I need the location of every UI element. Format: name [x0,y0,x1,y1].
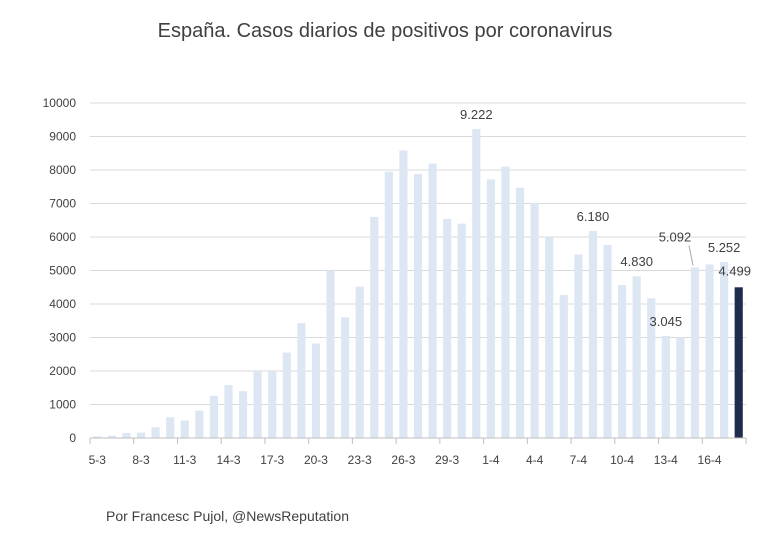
bar-14-4 [676,337,685,438]
bar-19-3 [297,323,306,438]
data-labels: 9.222 6.180 4.830 3.045 5.092 5.252 4.499 [460,107,751,329]
y-tick-label: 0 [69,431,76,445]
bar-8-4 [588,230,598,438]
data-label: 4.830 [620,254,653,269]
bar-31-3 [472,129,481,439]
x-tick-label: 16-4 [698,453,722,467]
y-tick-label: 7000 [49,197,76,211]
source-credit: Por Francesc Pujol, @NewsReputation [106,508,349,524]
bar-21-3 [326,270,335,438]
bar-15-4 [690,267,700,438]
y-tick-label: 6000 [49,230,76,244]
bar-12-4 [647,298,656,438]
y-axis: 0 1000 2000 3000 4000 5000 6000 7000 8000 9000 100… [43,96,77,445]
x-tick-label: 26-3 [391,453,415,467]
bar-30-3 [457,223,466,438]
x-tick-label: 23-3 [348,453,372,467]
leader-line [688,245,694,266]
bar-6-4 [559,294,568,438]
y-tick-label: 2000 [49,364,76,378]
data-label: 5.252 [708,240,741,255]
bar-26-3 [399,150,408,438]
y-tick-label: 3000 [49,331,76,345]
x-tick-label: 8-3 [132,453,150,467]
bar-10-4 [618,284,627,438]
bar-9-4 [603,245,612,438]
x-tick-label: 20-3 [304,453,328,467]
bar-13-3 [209,395,218,438]
bar-17-4 [720,262,729,438]
data-label: 5.092 [659,229,692,244]
bar-11-3 [180,420,189,438]
bar-10-3 [166,417,175,438]
y-tick-label: 1000 [49,398,76,412]
data-label: 3.045 [650,314,683,329]
bar-1-4 [486,179,495,438]
x-tick-label: 5-3 [89,453,107,467]
bar-5-4 [545,236,554,438]
bar-27-3 [413,174,423,438]
bar-15-3 [238,391,248,438]
y-tick-label: 4000 [49,297,76,311]
x-tick-label: 13-4 [654,453,678,467]
bar-17-3 [268,371,277,438]
bar-25-3 [384,171,393,439]
bars [93,129,743,439]
bar-11-4 [632,276,641,438]
y-tick-label: 9000 [49,130,76,144]
x-tick-label: 4-4 [526,453,544,467]
y-tick-label: 10000 [43,96,77,110]
y-tick-label: 5000 [49,264,76,278]
x-tick-label: 10-4 [610,453,634,467]
x-tick-label: 1-4 [482,453,500,467]
bar-29-3 [443,218,452,438]
bar-12-3 [195,410,204,438]
bar-5-3 [93,436,102,438]
bar-23-3 [355,286,364,438]
bar-6-3 [107,435,116,438]
data-label: 9.222 [460,107,493,122]
bar-18-3 [282,352,291,438]
bar-16-3 [253,371,262,438]
x-axis: 5-3 8-3 11-3 14-3 17-3 20-3 23-3 26-3 29-3 1-4 4-4… [89,437,747,467]
bar-13-4 [661,335,670,438]
x-tick-label: 14-3 [216,453,240,467]
bar-28-3 [428,163,437,438]
bar-3-4 [515,187,525,438]
bar-4-4 [530,202,539,438]
bar-22-3 [341,317,350,438]
x-tick-label: 7-4 [570,453,588,467]
y-tick-label: 8000 [49,163,76,177]
bar-7-4 [574,254,583,438]
bar-8-3 [136,432,146,438]
bar-20-3 [311,343,321,438]
bar-16-4 [705,264,714,438]
data-label: 6.180 [577,209,610,224]
x-tick-label: 11-3 [173,453,196,467]
bar-7-3 [122,432,131,438]
data-label: 4.499 [718,263,751,278]
bar-24-3 [370,216,379,438]
bar-9-3 [151,427,160,438]
x-tick-label: 29-3 [435,453,459,467]
bar-18-4 [734,287,743,438]
chart-title: España. Casos diarios de positivos por c… [157,20,613,42]
x-tick-label: 17-3 [260,453,284,467]
bar-14-3 [224,385,233,438]
bar-2-4 [501,166,510,438]
